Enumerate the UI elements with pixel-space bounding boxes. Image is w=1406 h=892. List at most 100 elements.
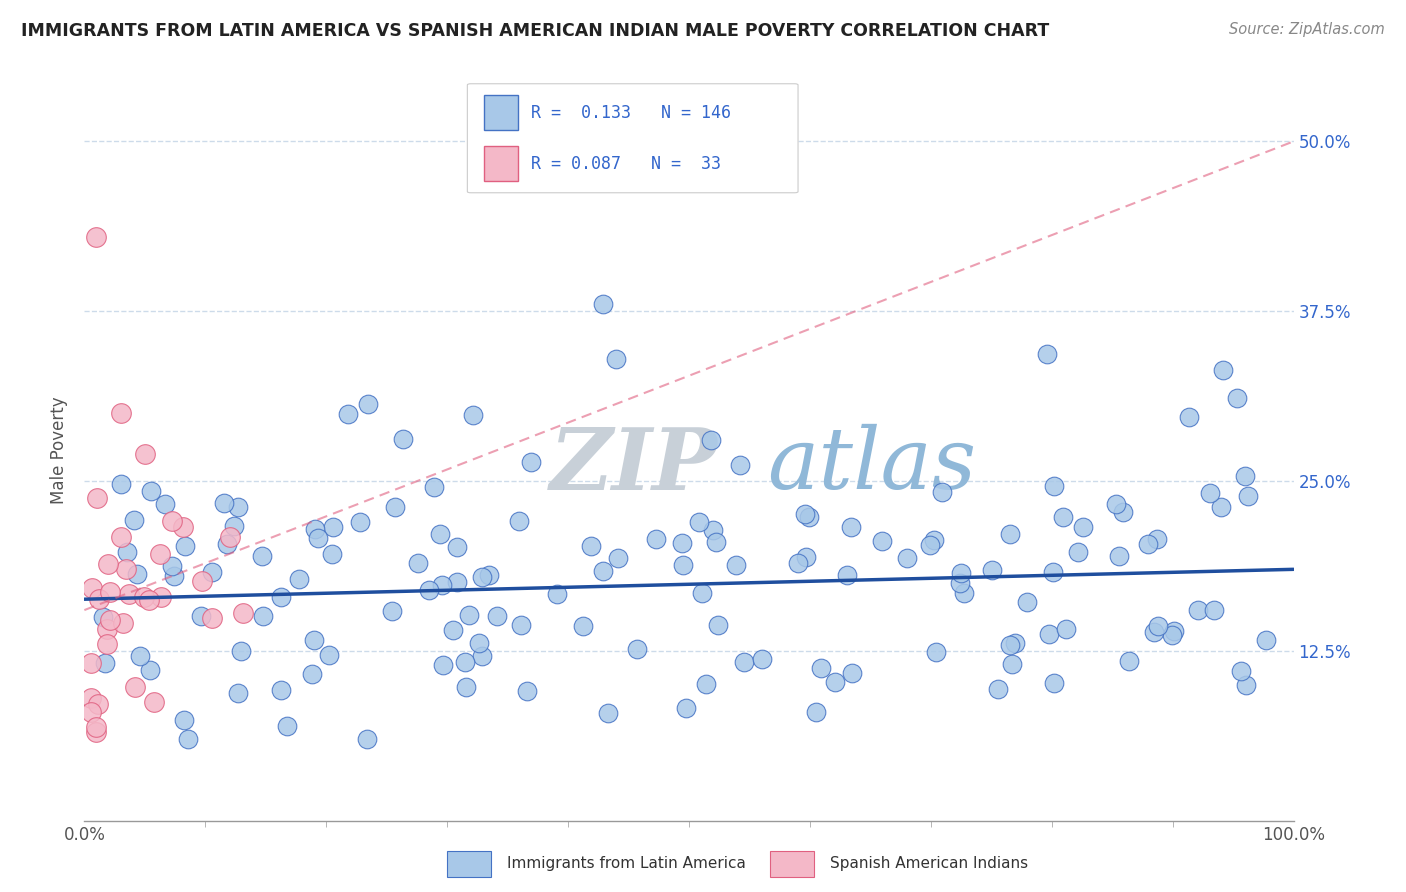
Point [953,586,976,600]
Point [226,500,249,515]
Bar [484,95,517,130]
Point [250,549,273,564]
Text: atlas: atlas [768,424,977,507]
Bar [447,851,492,877]
Point [516,684,538,698]
Point [173,713,195,727]
Y-axis label: Male Poverty: Male Poverty [51,397,69,504]
Point [688,515,710,529]
Point [127,567,149,582]
Point [87,592,110,607]
Point [454,655,477,669]
Point [173,539,195,553]
Point [835,568,858,582]
Point [806,705,828,719]
Point [141,483,163,498]
Point [471,648,494,663]
Point [728,458,751,472]
Point [824,675,846,690]
Point [110,477,132,491]
Point [124,680,146,694]
Point [356,732,378,747]
Point [337,407,360,421]
Point [1202,603,1225,617]
Point [1226,391,1249,405]
Point [1147,619,1170,633]
Point [80,581,103,595]
Point [176,732,198,747]
Point [201,565,224,579]
Text: ZIP: ZIP [550,424,717,507]
Point [463,408,485,422]
Point [998,527,1021,541]
Point [441,623,464,637]
Point [695,677,717,691]
Point [118,587,141,601]
Point [143,696,166,710]
Point [1042,565,1064,579]
Point [138,593,160,607]
Point [115,544,138,558]
Point [96,622,118,636]
Point [86,720,108,734]
Point [418,582,440,597]
Point [384,500,406,515]
Point [1163,624,1185,638]
Point [381,604,404,618]
Point [918,538,941,552]
Point [98,585,121,599]
Point [1067,545,1090,559]
Point [321,547,343,561]
Point [446,574,468,589]
Point [1043,479,1066,493]
Point [751,652,773,666]
Point [675,701,697,715]
Point [1187,603,1209,617]
Point [430,578,453,592]
Point [160,558,183,573]
Point [485,609,508,624]
Point [1015,595,1038,609]
Point [949,576,972,591]
Point [922,533,945,547]
Point [607,550,630,565]
Point [896,551,918,566]
Point [190,609,212,624]
Point [1229,665,1251,679]
Point [707,617,730,632]
Text: IMMIGRANTS FROM LATIN AMERICA VS SPANISH AMERICAN INDIAN MALE POVERTY CORRELATIO: IMMIGRANTS FROM LATIN AMERICA VS SPANISH… [21,22,1049,40]
Point [1178,410,1201,425]
Point [446,541,468,555]
Point [134,590,156,604]
Text: Immigrants from Latin America: Immigrants from Latin America [508,855,747,871]
Point [172,520,194,534]
Point [724,558,747,573]
Point [228,686,250,700]
Point [1254,632,1277,647]
Point [270,682,292,697]
Point [1146,532,1168,546]
Point [86,229,108,244]
Point [1036,347,1059,361]
Point [1000,657,1022,671]
Point [215,537,238,551]
Point [349,515,371,529]
Point [98,613,121,627]
Point [79,706,101,720]
Point [1118,654,1140,668]
Point [592,297,614,311]
Point [1143,625,1166,640]
Text: R =  0.133   N = 146: R = 0.133 N = 146 [531,103,731,121]
Point [222,518,245,533]
Point [1043,676,1066,690]
Point [86,725,108,739]
Point [150,590,173,604]
Point [93,657,115,671]
Point [219,530,242,544]
Point [80,691,103,706]
Point [579,539,602,553]
Point [980,563,1002,577]
Point [270,590,292,604]
Point [201,611,224,625]
Point [111,616,134,631]
